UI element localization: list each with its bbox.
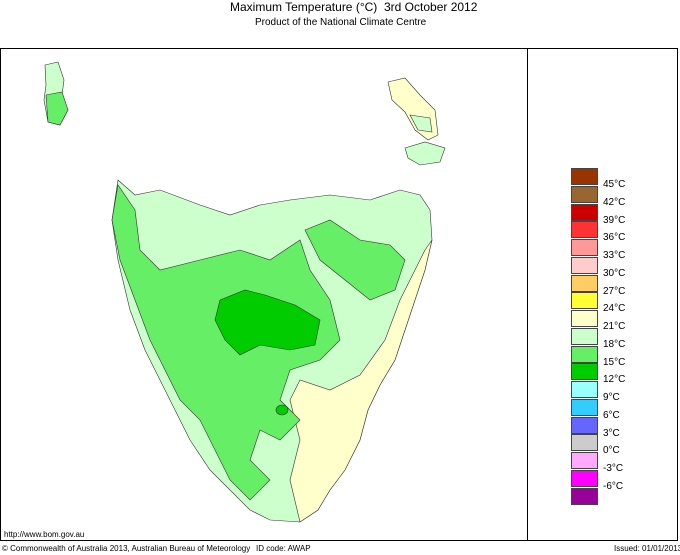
legend-swatch [571, 256, 598, 274]
legend-label: 12°C [603, 374, 626, 386]
legend-swatch [571, 469, 598, 487]
legend-swatch [571, 274, 598, 292]
legend-label: 18°C [603, 338, 626, 350]
king-island-south [45, 91, 69, 126]
legend-label: 3°C [603, 427, 620, 439]
legend-swatch [571, 381, 598, 398]
flinders-island-inner [409, 114, 433, 133]
legend-swatch [571, 292, 598, 310]
legend-label: 27°C [603, 285, 626, 297]
legend-label: 30°C [603, 267, 626, 279]
legend-label: 39°C [603, 214, 626, 226]
northeast-cool-zone [304, 219, 406, 301]
legend-swatch [571, 345, 598, 363]
legend-label: -6°C [603, 480, 624, 492]
legend-label: 15°C [603, 356, 626, 368]
east-coast-warm-zone [289, 239, 433, 523]
legend-swatch [571, 185, 598, 203]
legend-swatch [571, 327, 598, 345]
legend-divider [527, 48, 528, 541]
legend-label: -3°C [603, 463, 624, 474]
legend-label: 36°C [603, 232, 626, 244]
west-cool-zone [111, 184, 341, 501]
legend-swatch [571, 310, 598, 327]
legend-swatch [571, 398, 598, 416]
legend-label: 24°C [603, 303, 626, 315]
copyright: © Commonwealth of Australia 2013, Austra… [2, 544, 251, 553]
legend-label: 45°C [603, 179, 626, 190]
legend-swatch [571, 168, 598, 185]
id-code: ID code: AWAP [256, 544, 311, 553]
legend-swatch [571, 239, 598, 256]
legend-swatch [571, 363, 598, 381]
legend-swatch [571, 452, 598, 469]
source-url[interactable]: http://www.bom.gov.au [4, 530, 85, 539]
legend-swatch [571, 416, 598, 434]
southwest-cold-spot [275, 404, 289, 416]
legend-label: 9°C [603, 392, 620, 403]
legend-label: 6°C [603, 409, 620, 421]
legend-swatch [571, 434, 598, 452]
central-cold-zone [214, 289, 321, 356]
legend-label: 0°C [603, 445, 620, 457]
legend-swatch [571, 203, 598, 221]
map-frame [0, 48, 678, 541]
legend-swatch [571, 221, 598, 239]
legend-label: 42°C [603, 196, 626, 208]
legend-label: 21°C [603, 321, 626, 332]
legend-label: 33°C [603, 250, 626, 261]
legend-swatch [571, 487, 598, 505]
map-date: 3rd October 2012 [384, 0, 478, 14]
issued-date: Issued: 01/01/2013 [614, 544, 680, 553]
map-subtitle: Product of the National Climate Centre [255, 17, 427, 28]
cape-barren-island [404, 141, 446, 166]
map-title: Maximum Temperature (°C) [230, 0, 378, 14]
